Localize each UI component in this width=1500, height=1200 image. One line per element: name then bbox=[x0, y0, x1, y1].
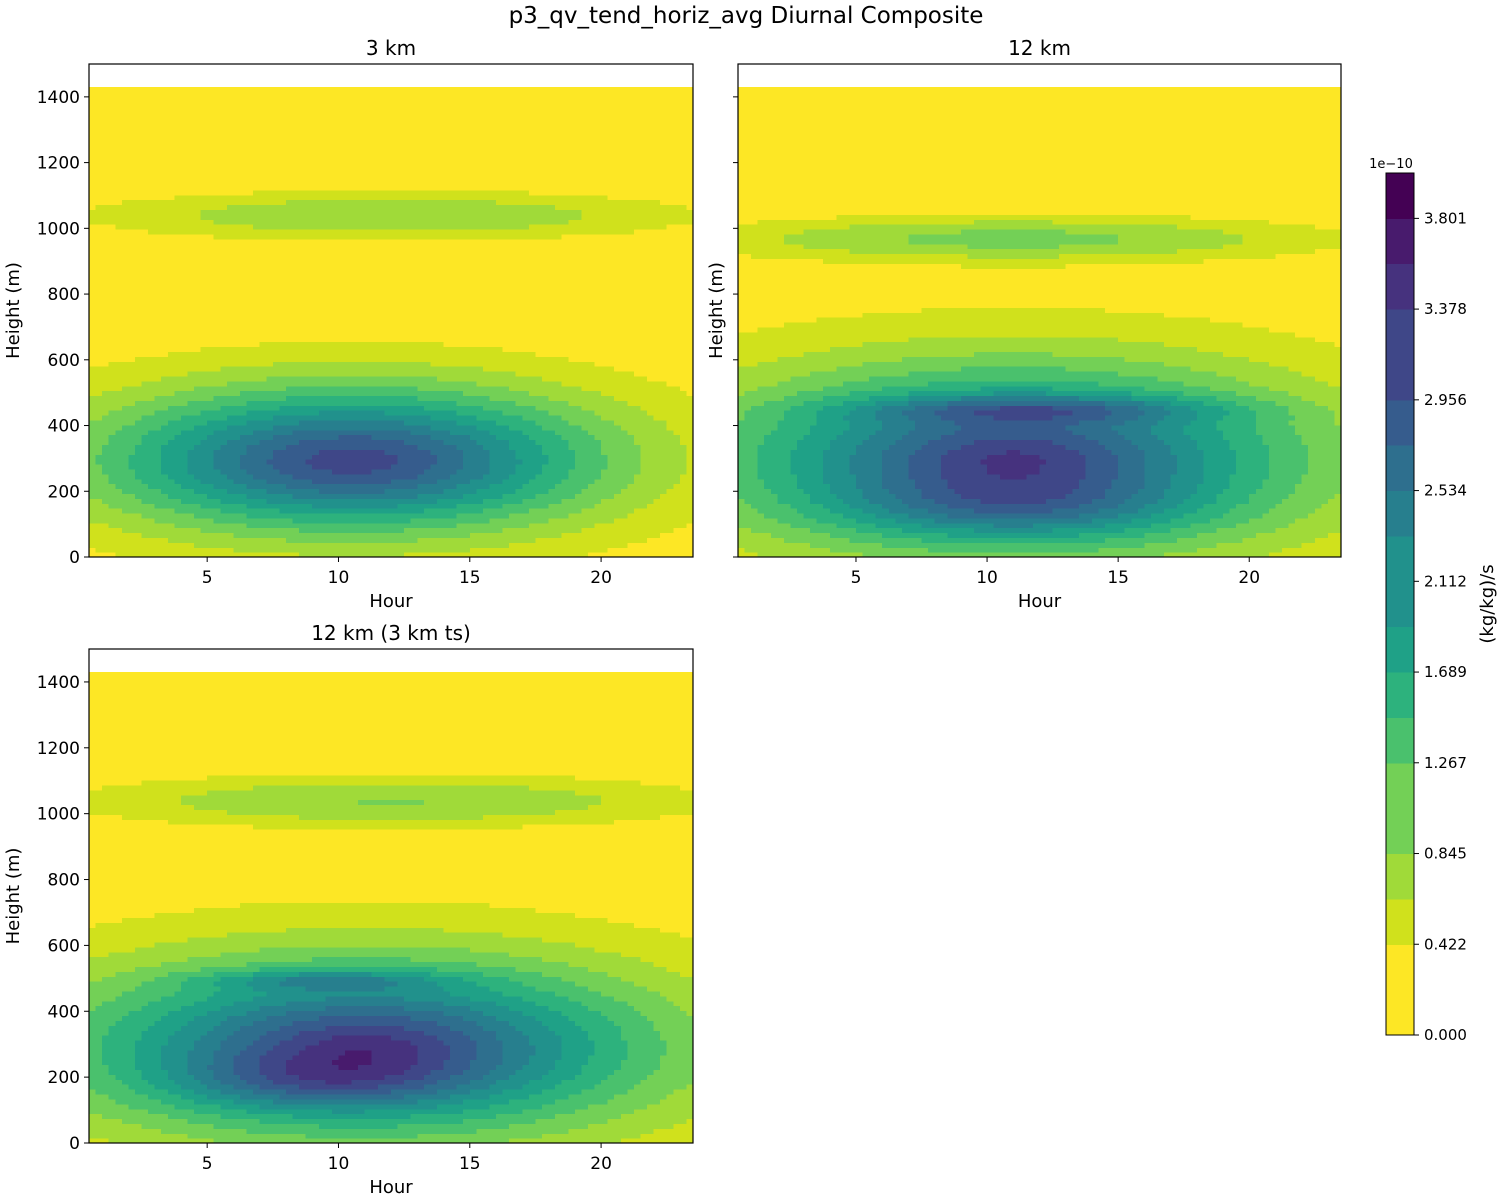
colorbar-swatch bbox=[1386, 309, 1414, 355]
colorbar-swatch bbox=[1386, 445, 1414, 492]
colorbar-tick-label: 1.267 bbox=[1424, 754, 1467, 772]
colorbar-swatch bbox=[1386, 354, 1414, 401]
panel-2: 5 10 15 20 12 km Hour Height (m) bbox=[706, 36, 1342, 612]
y-tick-label: 1200 bbox=[37, 739, 80, 759]
axes-frame bbox=[737, 63, 1342, 558]
x-tick-label: 5 bbox=[202, 568, 213, 588]
x-tick-label: 15 bbox=[459, 568, 481, 588]
y-tick-label: 1400 bbox=[37, 673, 80, 693]
x-axis-label: Hour bbox=[369, 1177, 413, 1198]
x-tick-label: 15 bbox=[1107, 568, 1129, 588]
x-tick-label: 20 bbox=[1238, 568, 1260, 588]
y-tick-label: 1000 bbox=[37, 805, 80, 825]
y-tick-label: 1200 bbox=[37, 154, 80, 174]
colorbar-swatch bbox=[1386, 218, 1414, 265]
colorbar-swatch bbox=[1386, 581, 1414, 628]
panel-title: 12 km (3 km ts) bbox=[311, 621, 471, 645]
x-tick-label: 10 bbox=[328, 568, 350, 588]
y-tick-label: 400 bbox=[48, 1002, 80, 1022]
colorbar-swatch bbox=[1386, 944, 1414, 991]
x-tick-label: 5 bbox=[851, 568, 862, 588]
y-tick-label: 800 bbox=[48, 871, 80, 891]
colorbar-tick-label: 1.689 bbox=[1424, 663, 1467, 681]
colorbar-swatch bbox=[1386, 898, 1414, 945]
colorbar-swatch bbox=[1386, 853, 1414, 900]
colorbar-tick-label: 3.378 bbox=[1424, 300, 1467, 318]
colorbar: 1e−10 (kg/kg)/s 0.000 0.422 0.845 1.267 1.68… bbox=[1369, 157, 1498, 1044]
x-tick-label: 10 bbox=[328, 1154, 350, 1174]
y-axis-label: Height (m) bbox=[3, 262, 24, 359]
y-tick-label: 200 bbox=[48, 482, 80, 502]
x-tick-label: 20 bbox=[590, 568, 612, 588]
colorbar-swatch bbox=[1386, 399, 1414, 446]
x-tick-label: 15 bbox=[459, 1154, 481, 1174]
y-tick-label: 1000 bbox=[37, 219, 80, 239]
colorbar-label: (kg/kg)/s bbox=[1477, 564, 1498, 643]
colorbar-swatch bbox=[1386, 173, 1414, 219]
colorbar-multiplier: 1e−10 bbox=[1369, 157, 1413, 172]
colorbar-swatch bbox=[1386, 626, 1414, 673]
y-axis-label: Height (m) bbox=[3, 848, 24, 945]
heatmap-field bbox=[89, 87, 694, 558]
colorbar-swatch bbox=[1386, 989, 1414, 1036]
y-tick-label: 600 bbox=[48, 936, 80, 956]
colorbar-swatch bbox=[1386, 717, 1414, 764]
colorbar-swatch bbox=[1386, 535, 1414, 582]
colorbar-tick-label: 2.112 bbox=[1424, 572, 1467, 590]
colorbar-frame bbox=[1385, 172, 1415, 1036]
x-axis-label: Hour bbox=[369, 591, 413, 612]
colorbar-tick-label: 0.422 bbox=[1424, 935, 1467, 953]
panel-title: 3 km bbox=[366, 36, 416, 60]
y-tick-label: 0 bbox=[69, 548, 80, 568]
y-tick-label: 1400 bbox=[37, 88, 80, 108]
x-tick-label: 5 bbox=[202, 1154, 213, 1174]
heatmap-field bbox=[89, 672, 694, 1144]
colorbar-swatch bbox=[1386, 490, 1414, 537]
x-axis-label: Hour bbox=[1018, 591, 1062, 612]
colorbar-swatch bbox=[1386, 672, 1414, 718]
y-tick-label: 600 bbox=[48, 351, 80, 371]
heatmap-field bbox=[738, 87, 1342, 558]
axes-frame bbox=[88, 648, 694, 1144]
colorbar-swatch bbox=[1386, 808, 1414, 855]
colorbar-tick-label: 2.534 bbox=[1424, 482, 1467, 500]
colorbar-tick-label: 0.000 bbox=[1424, 1026, 1467, 1044]
colorbar-tick-label: 2.956 bbox=[1424, 391, 1467, 409]
y-tick-label: 400 bbox=[48, 417, 80, 437]
colorbar-bar bbox=[1386, 173, 1414, 1036]
axes-frame bbox=[88, 63, 694, 558]
colorbar-tick-label: 0.845 bbox=[1424, 845, 1467, 863]
x-tick-label: 10 bbox=[976, 568, 998, 588]
figure-title: p3_qv_tend_horiz_avg Diurnal Composite bbox=[509, 3, 984, 29]
colorbar-swatch bbox=[1386, 762, 1414, 809]
y-tick-label: 0 bbox=[69, 1134, 80, 1154]
colorbar-tick-label: 3.801 bbox=[1424, 209, 1467, 227]
y-axis-label: Height (m) bbox=[706, 262, 727, 359]
colorbar-swatch bbox=[1386, 263, 1414, 310]
x-tick-label: 20 bbox=[590, 1154, 612, 1174]
panel-title: 12 km bbox=[1008, 36, 1071, 60]
y-tick-label: 800 bbox=[48, 285, 80, 305]
y-tick-label: 200 bbox=[48, 1068, 80, 1088]
